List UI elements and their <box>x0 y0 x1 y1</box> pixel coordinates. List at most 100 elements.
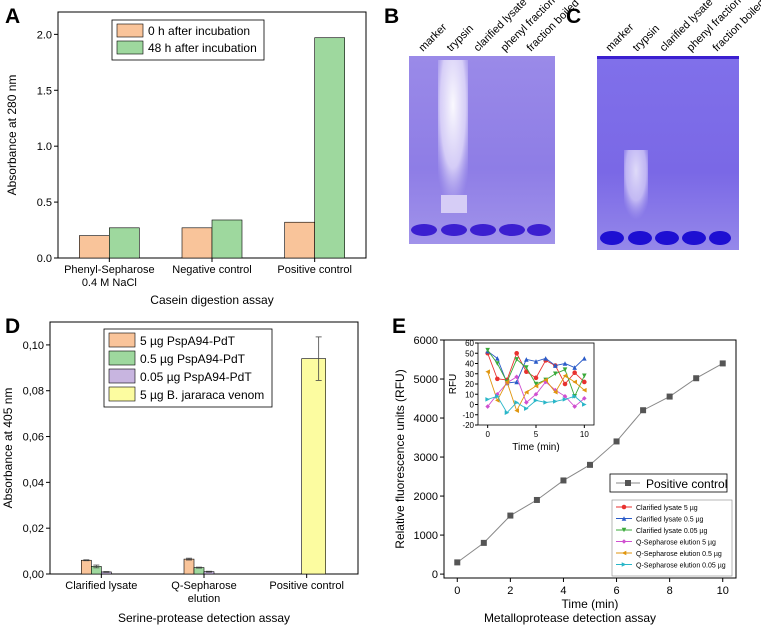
inset-data-point <box>562 397 568 402</box>
inset-data-point <box>524 389 529 395</box>
data-point <box>587 461 593 468</box>
x-tick-label: Clarified lysate <box>65 580 137 592</box>
x-tick-label: 4 <box>560 585 566 597</box>
inset-data-point <box>533 375 539 381</box>
inset-y-tick-label: 50 <box>465 349 474 358</box>
data-point <box>480 539 487 546</box>
legend-marker <box>621 504 627 510</box>
x-tick-label: Phenyl-Sepharose <box>64 264 155 276</box>
inset-data-point <box>562 361 568 366</box>
data-point <box>666 393 673 400</box>
inset-x-tick-label: 10 <box>580 430 589 439</box>
x-tick-label: elution <box>188 593 220 605</box>
inset-y-tick-label: 30 <box>465 370 474 379</box>
x-tick-label: Positive control <box>277 264 352 276</box>
x-tick-label: 6 <box>613 585 619 597</box>
y-tick-label: 0,00 <box>23 569 44 581</box>
gel-b-bottom-bands <box>411 224 551 236</box>
legend-label: 0.05 µg PspA94-PdT <box>140 370 252 384</box>
legend-label: Clarified lysate 5 µg <box>636 505 698 512</box>
y-tick-label: 4000 <box>414 413 438 425</box>
inset-data-point <box>582 379 587 385</box>
inset-data-point <box>533 359 539 364</box>
inset-data-point <box>543 400 548 405</box>
inset-data-point <box>562 367 568 372</box>
bar <box>193 567 205 575</box>
gel-lane-label: marker <box>417 21 450 54</box>
inset-y-tick-label: 20 <box>465 380 474 389</box>
y-tick-label: 5000 <box>414 374 438 386</box>
legend-swatch <box>116 23 144 38</box>
bar <box>183 558 195 575</box>
x-tick-label: 2 <box>507 585 513 597</box>
inset-data-point <box>495 398 500 403</box>
inset-y-tick-label: -10 <box>462 411 474 420</box>
bar <box>181 227 213 259</box>
panel-label-d: D <box>5 315 20 338</box>
inset-data-point <box>485 397 490 402</box>
data-point <box>533 496 540 503</box>
data-point <box>507 512 514 519</box>
inset-data-point <box>514 408 519 413</box>
inset-data-point <box>514 379 519 385</box>
gel-lane-label: marker <box>604 21 637 54</box>
inset-data-point <box>533 383 539 389</box>
legend-marker <box>621 539 627 544</box>
gel-b-trypsin-smear <box>438 60 468 210</box>
inset-data-point <box>485 369 490 374</box>
inset-data-point <box>553 389 558 395</box>
inset-data-point <box>543 377 548 383</box>
inset-data-point <box>533 398 539 403</box>
panel-label-c: C <box>566 5 581 28</box>
legend-label: Q-Sepharose elution 0.05 µg <box>636 563 726 570</box>
chart-metalloprotease: 0 2 4 6 8 100100020003000400050006000Relative… <box>393 335 737 625</box>
legend-swatch <box>108 332 136 348</box>
inset-y-tick-label: -20 <box>462 421 474 430</box>
inset-data-point <box>495 394 500 399</box>
legend-label: Clarified lysate 0.5 µg <box>636 517 704 524</box>
panel-label-b: B <box>384 5 399 28</box>
x-tick-label: 0 <box>454 585 460 597</box>
bar <box>109 227 140 259</box>
inset-y-tick-label: 60 <box>465 339 474 348</box>
inset-data-point <box>524 369 529 375</box>
legend-label: 5 µg PspA94-PdT <box>140 334 236 348</box>
legend-label: Clarified lysate 0.05 µg <box>636 528 707 535</box>
inset-data-point <box>524 357 529 362</box>
legend-swatch <box>108 386 136 402</box>
y-tick-label: 3000 <box>414 452 438 464</box>
inset-data-point <box>495 356 500 361</box>
bar <box>81 559 92 575</box>
inset-data-point <box>524 365 529 370</box>
x-tick-label: 0.4 M NaCl <box>82 277 137 289</box>
inset-y-tick-label: 0 <box>470 401 475 410</box>
legend-marker <box>621 562 627 567</box>
inset-y-axis-label: RFU <box>448 374 459 395</box>
gel-b-trypsin-band <box>441 195 467 213</box>
inset-data-point <box>582 396 587 401</box>
inset-y-tick-label: 10 <box>465 390 474 399</box>
panel-label-e: E <box>392 315 406 338</box>
legend-marker <box>625 480 631 486</box>
legend-marker <box>621 550 627 556</box>
gel-c-top-line <box>597 56 739 59</box>
inset-data-point <box>514 400 519 405</box>
y-tick-label: 1.0 <box>37 141 52 153</box>
inset-x-tick-label: 5 <box>534 430 539 439</box>
data-point <box>719 360 726 367</box>
legend-swatch <box>108 368 136 384</box>
x-tick-label: Positive control <box>269 580 344 592</box>
inset-data-point <box>485 404 490 409</box>
gel-c-trypsin-smear <box>624 150 648 220</box>
inset-data-point <box>553 371 558 377</box>
inset-data-point <box>572 394 577 399</box>
inset-data-point <box>572 370 577 376</box>
bar <box>314 37 345 259</box>
inset-data-point <box>543 356 548 361</box>
inset-data-point <box>504 379 510 385</box>
chart-title: Metalloprotease detection assay <box>484 611 656 625</box>
y-axis-label: Absorbance at 405 nm <box>1 388 15 509</box>
